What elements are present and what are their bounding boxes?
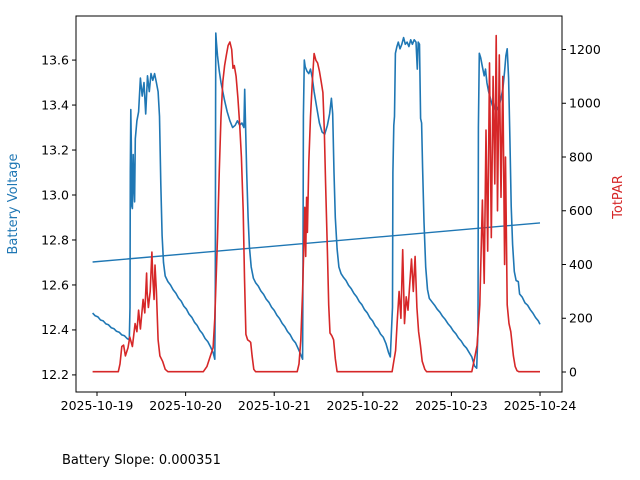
x-tick-label: 2025-10-21: [238, 398, 311, 413]
x-tick-label: 2025-10-19: [61, 398, 134, 413]
right-axis-label: TotPAR: [611, 175, 626, 220]
right-tick-label: 600: [569, 203, 593, 218]
series-battery-voltage: [92, 32, 541, 370]
right-tick-label: 1200: [569, 42, 601, 57]
series-totpar: [92, 34, 540, 373]
left-tick-label: 13.6: [41, 52, 69, 67]
x-tick-label: 2025-10-20: [149, 398, 222, 413]
left-tick-label: 13.4: [41, 97, 69, 112]
right-tick-label: 400: [569, 257, 593, 272]
stat-battery-slope: Battery Slope: 0.000351: [62, 453, 221, 468]
left-axis-label: Battery Voltage: [6, 153, 21, 254]
left-tick-label: 12.6: [41, 277, 69, 292]
left-tick-label: 12.2: [41, 367, 69, 382]
left-tick-label: 12.8: [41, 232, 69, 247]
plot-border: [75, 15, 563, 393]
left-tick-label: 13.0: [41, 187, 69, 202]
x-tick-label: 2025-10-23: [415, 398, 488, 413]
x-tick-label: 2025-10-22: [326, 398, 399, 413]
right-tick-label: 800: [569, 149, 593, 164]
series-group: [92, 32, 541, 373]
axes-group: 12.2 12.4 12.6 12.8 13.0 13.2 13.4 13.6 0 200 400 6…: [41, 15, 601, 413]
left-tick-label: 13.2: [41, 142, 69, 157]
right-tick-label: 200: [569, 311, 593, 326]
right-tick-label: 1000: [569, 96, 601, 111]
x-tick-label: 2025-10-24: [504, 398, 577, 413]
stats-block: Battery Slope: 0.000351 Battery Min: 12.…: [62, 417, 342, 480]
series-battery-trend: [92, 222, 541, 263]
right-tick-label: 0: [569, 364, 577, 379]
left-tick-label: 12.4: [41, 322, 69, 337]
